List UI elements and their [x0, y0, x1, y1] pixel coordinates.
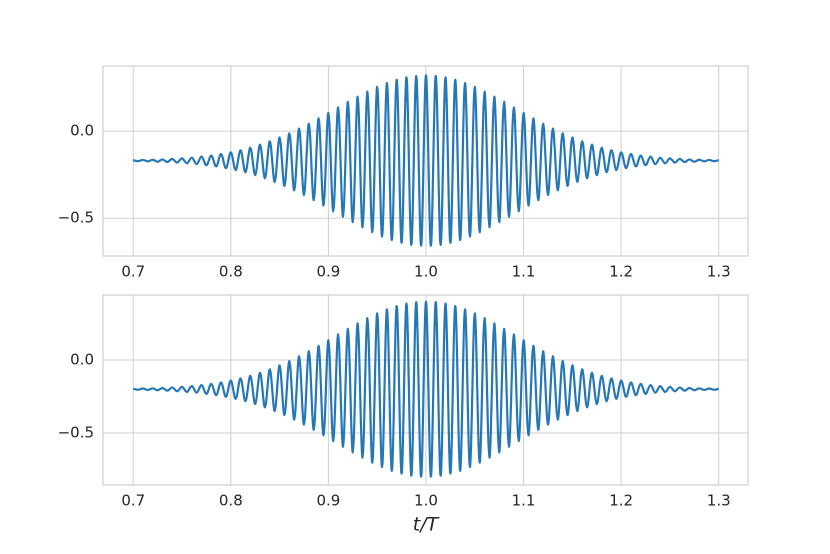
- x-tick-label: 1.0: [414, 492, 438, 510]
- axes-frame: [102, 294, 749, 486]
- x-tick-label: 1.1: [512, 492, 536, 510]
- x-tick-label: 1.3: [707, 263, 731, 281]
- x-tick-label: 0.8: [219, 263, 243, 281]
- x-tick-label: 1.3: [707, 492, 731, 510]
- x-tick-label: 1.2: [609, 263, 633, 281]
- y-tick-label: 0.0: [70, 350, 94, 368]
- y-tick-label: −0.5: [58, 209, 94, 227]
- data-line: [132, 74, 719, 247]
- x-tick-label: 1.2: [609, 492, 633, 510]
- y-tick-label: 0.0: [70, 122, 94, 140]
- axes-frame: [102, 65, 749, 257]
- x-tick-label: 0.7: [121, 492, 145, 510]
- x-tick-label: 0.7: [121, 263, 145, 281]
- x-tick-label: 1.1: [512, 263, 536, 281]
- x-tick-label: 0.9: [316, 263, 340, 281]
- x-tick-label: 0.8: [219, 492, 243, 510]
- x-axis-label: t/T: [413, 514, 440, 536]
- data-line: [132, 300, 719, 478]
- x-tick-label: 1.0: [414, 263, 438, 281]
- x-tick-label: 0.9: [316, 492, 340, 510]
- y-tick-label: −0.5: [58, 424, 94, 442]
